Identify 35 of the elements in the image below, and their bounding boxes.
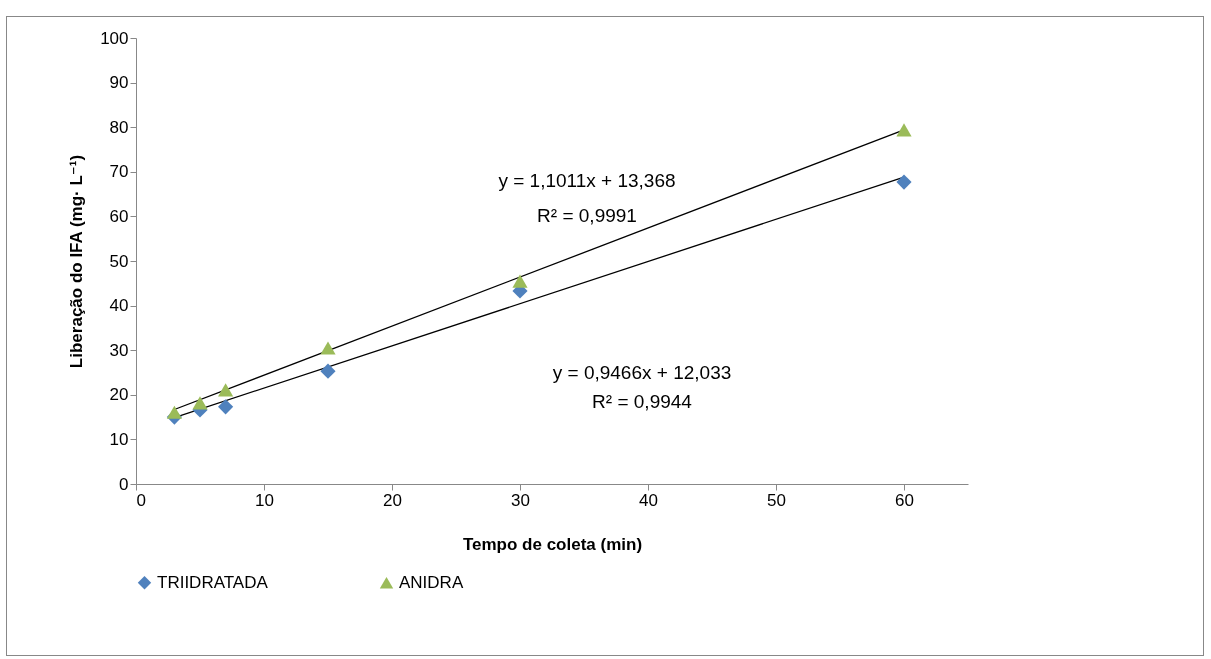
legend-label: TRIIDRATADA xyxy=(157,572,269,592)
annotation: R² = 0,9991 xyxy=(537,205,637,226)
y-tick-label: 50 xyxy=(109,251,129,271)
x-tick-label: 60 xyxy=(895,490,914,510)
y-tick-label: 80 xyxy=(109,117,129,137)
point xyxy=(320,341,336,355)
y-tick-label: 20 xyxy=(109,385,129,405)
x-tick-label: 40 xyxy=(639,490,658,510)
legend-label: ANIDRA xyxy=(399,572,464,592)
point xyxy=(218,399,234,415)
point xyxy=(896,174,912,190)
x-axis-title: Tempo de coleta (min) xyxy=(462,534,643,554)
x-tick-label: 10 xyxy=(255,490,274,510)
point xyxy=(320,363,336,379)
annotation: y = 0,9466x + 12,033 xyxy=(552,362,732,383)
y-tick-label: 10 xyxy=(109,429,129,449)
annotation: R² = 0,9944 xyxy=(592,391,693,412)
y-axis-title: Liberação do IFA (mg· L⁻¹) xyxy=(67,154,87,369)
y-tick-label: 90 xyxy=(109,73,129,93)
y-tick-label: 40 xyxy=(109,296,129,316)
annotation: y = 1,1011x + 13,368 xyxy=(498,170,676,191)
point xyxy=(896,123,912,137)
x-tick-label: 0 xyxy=(136,490,146,510)
point xyxy=(218,383,234,397)
x-tick-label: 30 xyxy=(511,490,530,510)
y-tick-label: 0 xyxy=(119,474,129,494)
y-tick-label: 30 xyxy=(109,340,129,360)
y-tick-label: 70 xyxy=(109,162,129,182)
point xyxy=(166,405,182,419)
x-tick-label: 20 xyxy=(383,490,402,510)
point xyxy=(512,274,528,288)
point xyxy=(192,396,208,410)
x-tick-label: 50 xyxy=(767,490,786,510)
y-tick-label: 60 xyxy=(109,206,129,226)
y-tick-label: 100 xyxy=(100,28,129,48)
